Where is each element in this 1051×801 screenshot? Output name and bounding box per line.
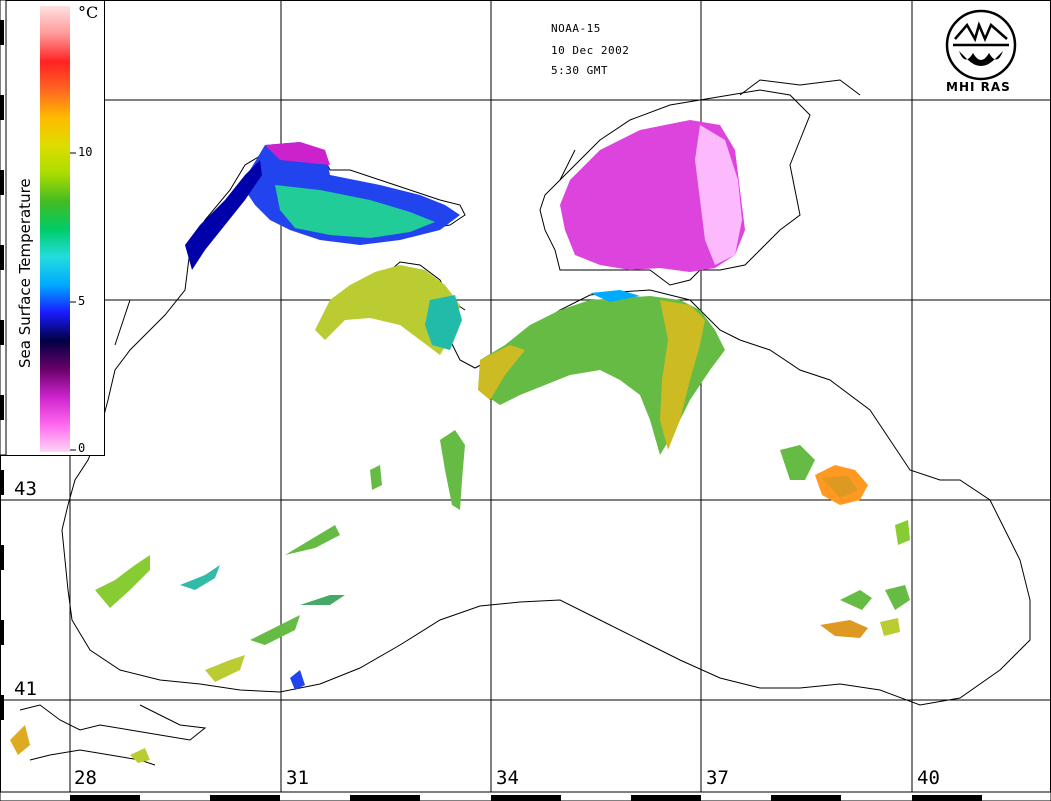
lon-label-31: 31 (286, 767, 309, 789)
lat-label-43: 43 (14, 478, 37, 500)
mhi-ras-emblem-icon (945, 9, 1017, 81)
colorbar-tick-10: 10 (78, 145, 93, 159)
lat-label-41: 41 (14, 678, 37, 700)
satellite-label: NOAA-15 (551, 22, 601, 35)
sst-patches (10, 120, 910, 763)
colorbar-tick-0: 0 (78, 441, 86, 455)
colorbar-unit: °C (78, 3, 99, 22)
left-ruler (0, 0, 7, 720)
bottom-ruler (0, 791, 1051, 801)
coastline (19, 79, 1031, 766)
crimea-west-patch (315, 265, 460, 355)
lon-label-37: 37 (706, 767, 729, 789)
sw-patch-1 (95, 555, 150, 608)
time-label: 5:30 GMT (551, 64, 608, 77)
colorbar-title: Sea Surface Temperature (16, 178, 34, 368)
colorbar (0, 0, 105, 456)
lon-label-28: 28 (74, 767, 97, 789)
logo-text: MHI RAS (946, 80, 1011, 94)
lon-label-40: 40 (917, 767, 940, 789)
lon-label-34: 34 (496, 767, 519, 789)
colorbar-ramp (40, 6, 70, 452)
colorbar-tick-5: 5 (78, 294, 86, 308)
date-label: 10 Dec 2002 (551, 44, 630, 57)
